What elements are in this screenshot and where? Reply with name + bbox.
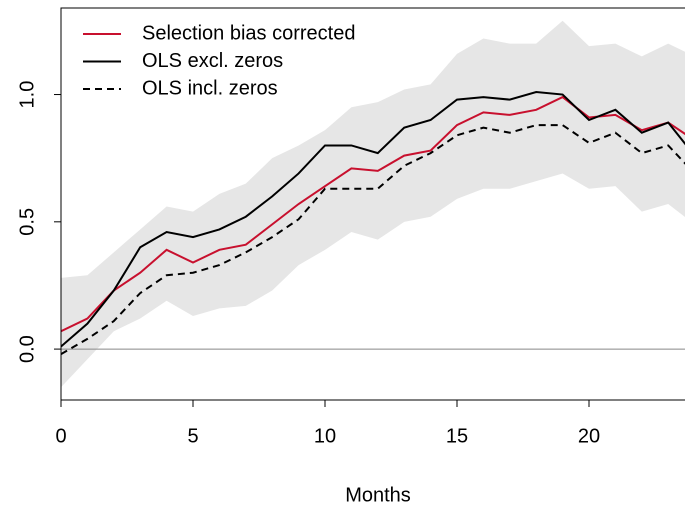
x-tick-label: 10 — [314, 425, 336, 447]
legend-label: Selection bias corrected — [142, 22, 355, 44]
series-line — [61, 124, 685, 356]
series-line — [61, 95, 685, 333]
x-tick-label: 15 — [446, 425, 468, 447]
plot-area — [61, 20, 685, 388]
x-tick-label: 0 — [55, 425, 66, 447]
x-tick-label: 5 — [187, 425, 198, 447]
y-tick-label: 1.0 — [16, 81, 38, 109]
x-axis-label: Months — [345, 484, 411, 506]
legend-label: OLS incl. zeros — [142, 77, 278, 99]
plot-frame — [60, 7, 685, 401]
confidence-band — [61, 20, 685, 388]
legend-label: OLS excl. zeros — [142, 50, 283, 72]
series-line — [61, 90, 685, 348]
y-tick-label: 0.5 — [16, 208, 38, 236]
x-tick-label: 20 — [578, 425, 600, 447]
y-tick-label: 0.0 — [16, 335, 38, 363]
